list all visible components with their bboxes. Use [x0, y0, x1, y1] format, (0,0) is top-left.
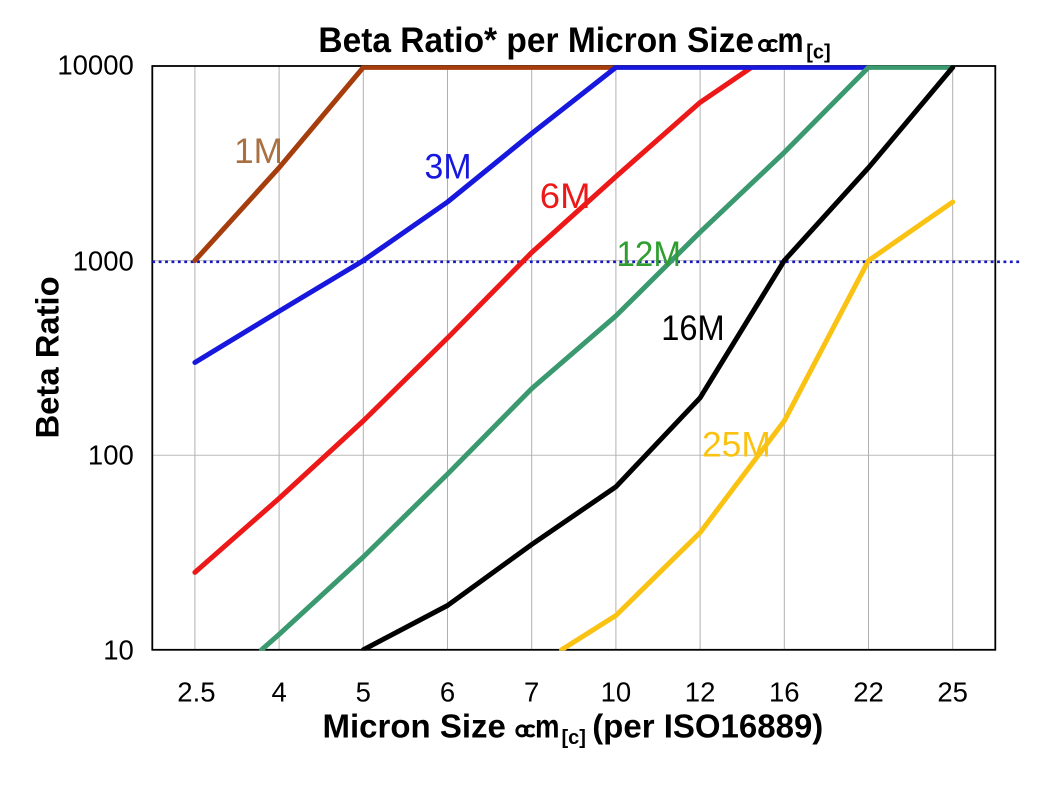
svg-text:m: m: [778, 21, 804, 60]
svg-text:1000: 1000: [73, 246, 134, 277]
svg-text:22: 22: [853, 677, 884, 708]
svg-text:25: 25: [937, 677, 968, 708]
svg-text:Beta Ratio: Beta Ratio: [29, 276, 66, 438]
svg-text:6: 6: [440, 677, 455, 708]
svg-text:4: 4: [271, 677, 286, 708]
svg-text:3M: 3M: [425, 147, 472, 186]
svg-text:Beta Ratio* per Micron Size: Beta Ratio* per Micron Size: [318, 21, 754, 60]
svg-text:16M: 16M: [661, 309, 724, 348]
svg-text:16: 16: [769, 677, 800, 708]
svg-text:[c]: [c]: [806, 41, 830, 63]
svg-text:10: 10: [103, 634, 134, 665]
svg-text:25M: 25M: [702, 426, 771, 465]
svg-text:m: m: [535, 708, 560, 745]
svg-text:5: 5: [356, 677, 371, 708]
svg-text:1M: 1M: [234, 132, 283, 171]
svg-text:7: 7: [524, 677, 539, 708]
svg-text:(per ISO16889): (per ISO16889): [592, 708, 823, 745]
svg-text:10: 10: [601, 677, 632, 708]
svg-text:Micron Size: Micron Size: [323, 708, 506, 745]
svg-text:[c]: [c]: [562, 727, 586, 749]
svg-text:10000: 10000: [57, 50, 133, 81]
svg-text:2.5: 2.5: [177, 677, 215, 708]
svg-text:12M: 12M: [617, 235, 681, 274]
svg-text:100: 100: [88, 440, 134, 471]
svg-text:6M: 6M: [540, 177, 591, 216]
svg-text:12: 12: [685, 677, 716, 708]
